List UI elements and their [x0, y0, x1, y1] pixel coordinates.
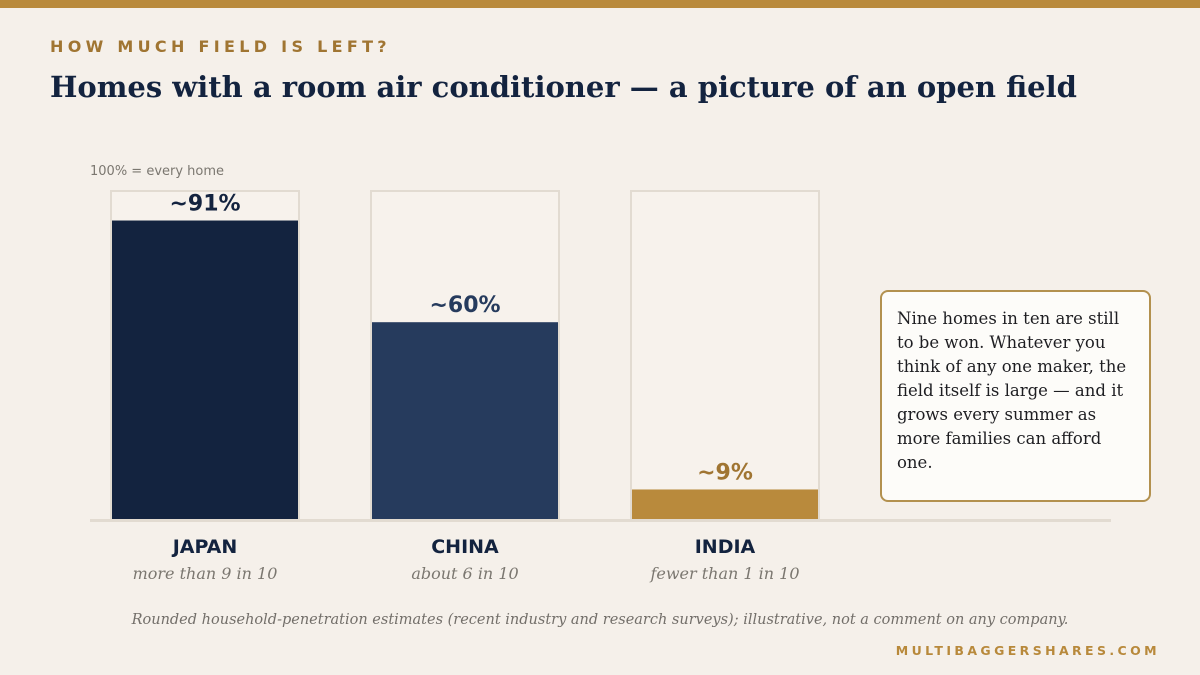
category-sublabel: fewer than 1 in 10 — [649, 564, 799, 583]
footnote: Rounded household-penetration estimates … — [131, 612, 1069, 628]
brand-mark: MULTIBAGGERSHARES.COM — [895, 643, 1160, 658]
callout-box: Nine homes in ten are still to be won. W… — [880, 290, 1151, 502]
kicker: HOW MUCH FIELD IS LEFT? — [50, 37, 391, 56]
callout-text: Nine homes in ten are still to be won. W… — [897, 309, 1127, 472]
top-accent-bar — [0, 0, 1200, 8]
bar — [372, 322, 558, 519]
page-title: Homes with a room air conditioner — a pi… — [50, 70, 1077, 104]
bar — [112, 220, 298, 519]
category-label: CHINA — [431, 536, 499, 558]
bar-value-label: ~9% — [697, 460, 753, 485]
scale-note: 100% = every home — [90, 164, 225, 179]
bar — [632, 489, 818, 519]
category-sublabel: about 6 in 10 — [411, 564, 518, 583]
category-label: JAPAN — [171, 536, 238, 558]
category-label: INDIA — [695, 536, 756, 558]
bar-value-label: ~60% — [429, 293, 500, 318]
bar-value-label: ~91% — [169, 192, 240, 217]
category-sublabel: more than 9 in 10 — [133, 564, 278, 583]
bar-track — [630, 190, 820, 520]
